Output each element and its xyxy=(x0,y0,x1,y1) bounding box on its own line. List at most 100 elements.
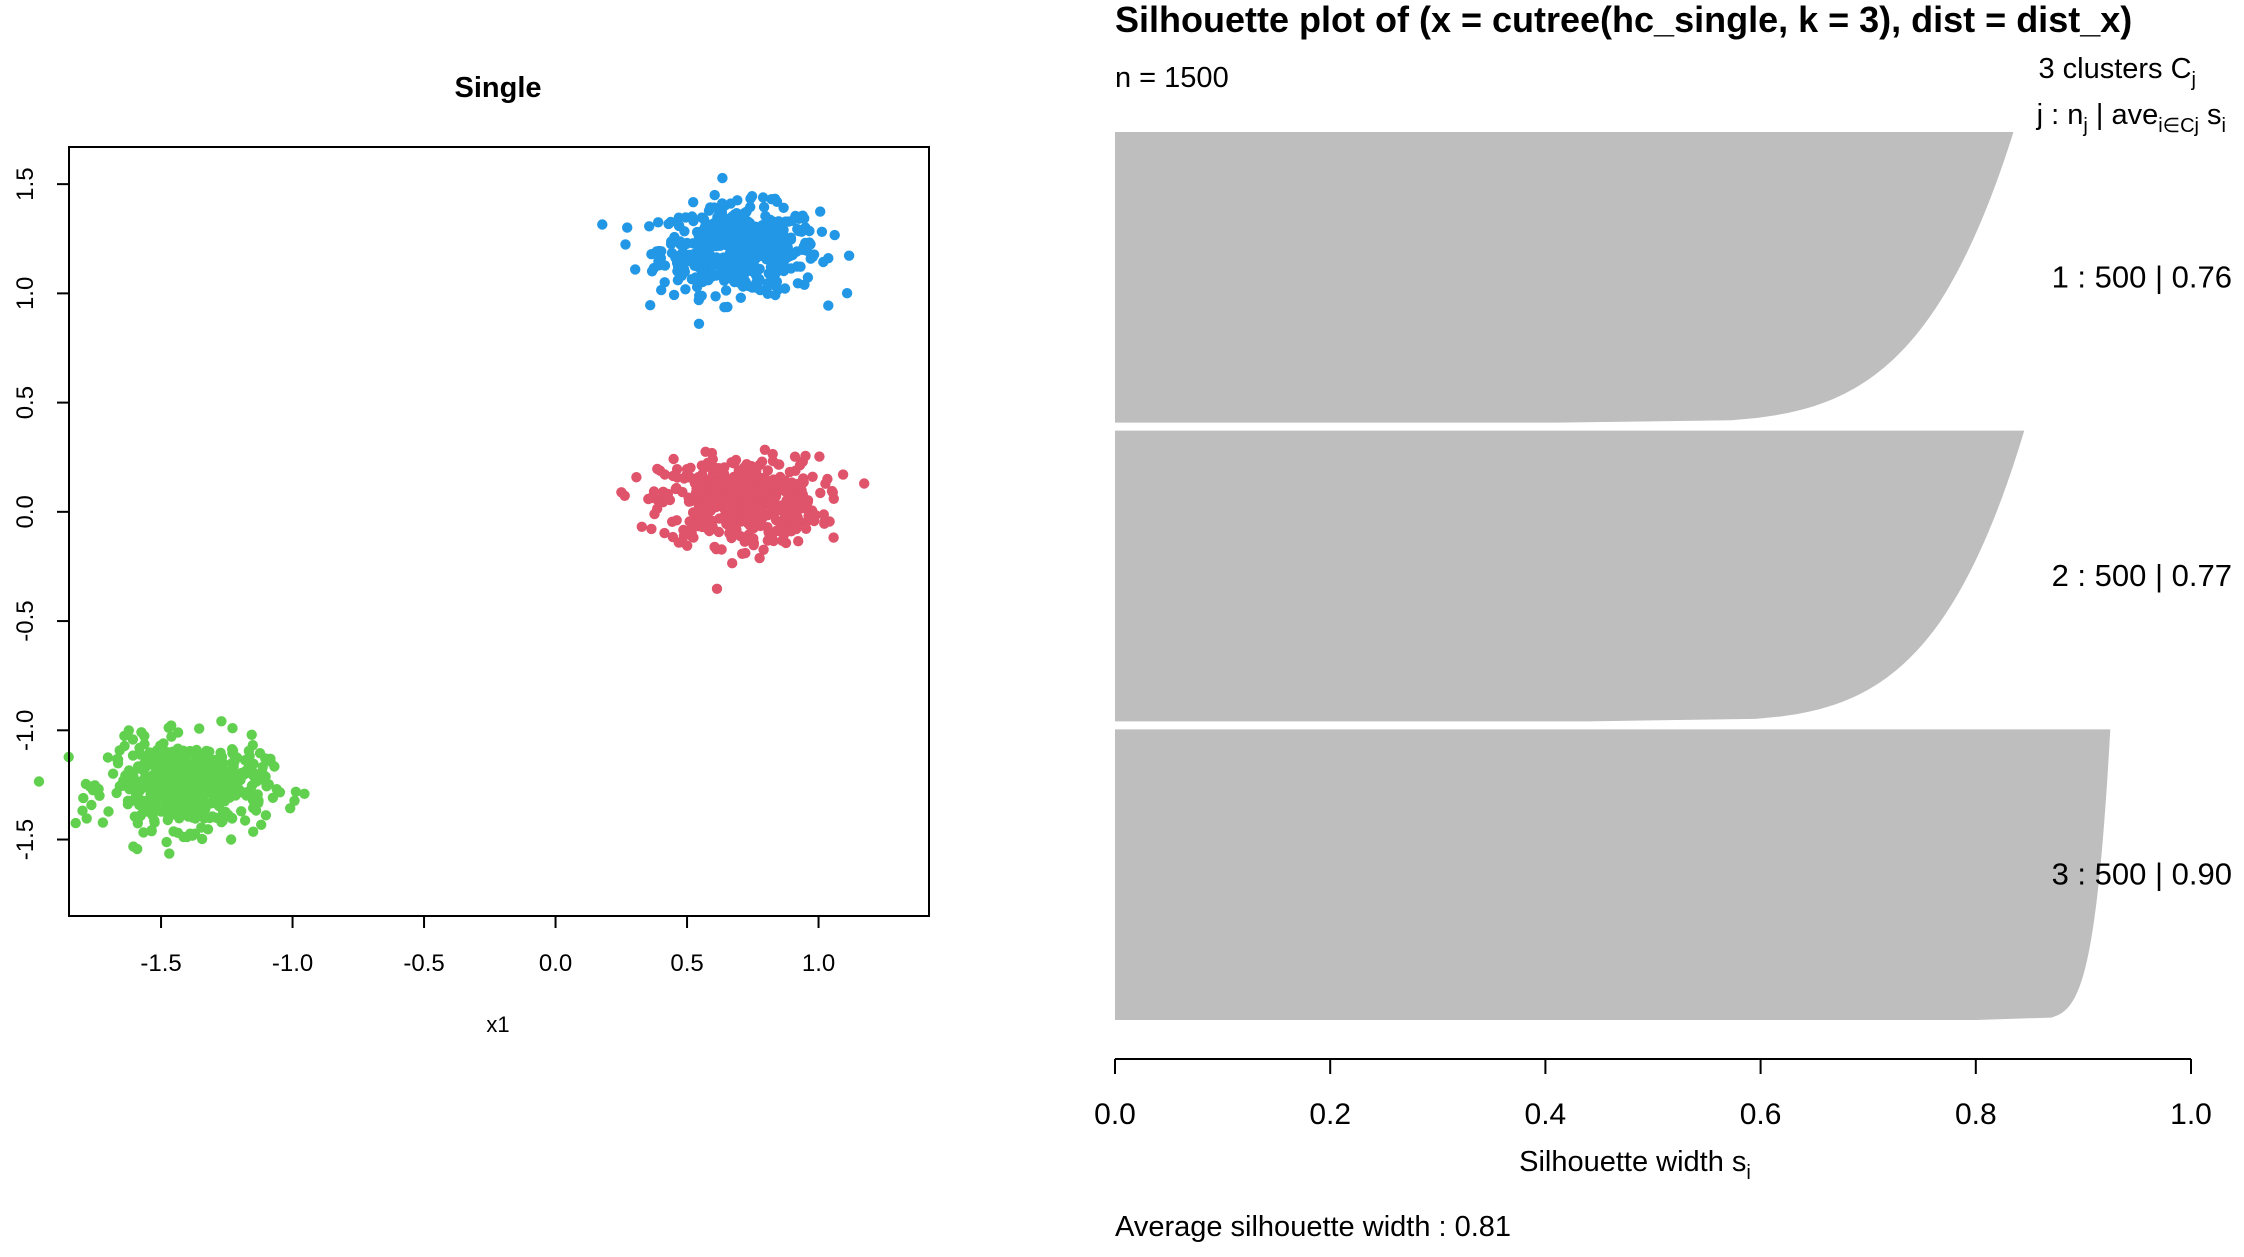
scatter-x-tick-label: 0.5 xyxy=(670,950,703,977)
scatter-point xyxy=(740,547,751,559)
scatter-point xyxy=(683,496,695,507)
scatter-point xyxy=(771,476,782,487)
scatter-point xyxy=(183,766,194,778)
scatter-point xyxy=(758,201,770,213)
scatter-point xyxy=(773,284,784,295)
scatter-point xyxy=(718,513,729,524)
scatter-point xyxy=(127,750,139,761)
scatter-y-tick-label: 1.5 xyxy=(12,167,39,200)
scatter-point xyxy=(713,526,725,538)
scatter-point xyxy=(616,487,627,498)
scatter-point xyxy=(720,285,732,296)
scatter-point xyxy=(739,221,750,233)
scatter-point xyxy=(134,742,145,754)
scatter-point xyxy=(751,282,762,293)
scatter-point xyxy=(78,792,89,804)
scatter-point xyxy=(816,226,828,237)
scatter-point xyxy=(823,253,834,264)
scatter-point xyxy=(173,783,184,795)
header-ave: | ave xyxy=(2088,99,2158,131)
scatter-point xyxy=(709,541,720,553)
scatter-point xyxy=(795,261,806,272)
scatter-point xyxy=(204,746,215,757)
silhouette-x-tick-label: 0.0 xyxy=(1094,1098,1136,1131)
scatter-point xyxy=(243,745,255,757)
scatter-point xyxy=(123,725,134,736)
scatter-point xyxy=(118,775,129,786)
scatter-point xyxy=(122,799,134,810)
scatter-point xyxy=(161,836,172,848)
scatter-point xyxy=(178,745,189,756)
scatter-point xyxy=(774,459,785,470)
scatter-point xyxy=(681,237,693,249)
scatter-point xyxy=(699,232,710,243)
scatter-point xyxy=(800,450,811,462)
scatter-point xyxy=(680,212,691,223)
scatter-point xyxy=(770,489,781,500)
scatter-x-tick-label: -1.5 xyxy=(140,950,181,977)
scatter-point xyxy=(717,198,728,209)
scatter-point xyxy=(778,482,790,494)
scatter-point xyxy=(693,500,705,512)
scatter-point xyxy=(129,811,140,822)
scatter-point xyxy=(256,819,267,830)
scatter-point xyxy=(691,281,703,293)
scatter-point xyxy=(204,812,215,824)
scatter-point xyxy=(677,486,688,498)
scatter-point xyxy=(671,257,683,269)
scatter-point xyxy=(802,496,813,508)
scatter-point xyxy=(212,790,223,801)
scatter-point xyxy=(720,228,731,239)
scatter-point xyxy=(717,269,728,280)
scatter-point xyxy=(228,761,239,772)
scatter-point xyxy=(671,515,682,526)
scatter-point xyxy=(754,552,765,564)
scatter-point xyxy=(706,267,718,279)
scatter-point xyxy=(728,271,740,282)
silhouette-column-header: j : nj | avei∈Cj si xyxy=(2036,99,2226,137)
scatter-point xyxy=(77,805,88,816)
scatter-point xyxy=(149,817,160,828)
silhouette-x-tick-label: 1.0 xyxy=(2170,1098,2212,1131)
scatter-y-tick-label: 0.0 xyxy=(12,495,39,528)
scatter-point xyxy=(859,478,870,489)
silhouette-cluster-1-label: 1 : 500 | 0.76 xyxy=(2052,259,2232,294)
scatter-point xyxy=(204,770,215,781)
scatter-point xyxy=(659,277,670,288)
silhouette-x-tick-label: 0.2 xyxy=(1309,1098,1351,1131)
scatter-point xyxy=(236,806,247,817)
scatter-point xyxy=(777,535,788,546)
scatter-point xyxy=(800,523,812,534)
scatter-point xyxy=(290,786,302,797)
scatter-point xyxy=(756,505,767,516)
scatter-point xyxy=(807,251,818,263)
scatter-point xyxy=(111,787,122,799)
scatter-point xyxy=(267,792,279,803)
scatter-point xyxy=(771,196,783,207)
scatter-point xyxy=(696,212,708,223)
scatter-point xyxy=(757,474,768,485)
scatter-point xyxy=(784,251,795,262)
scatter-point xyxy=(225,834,237,845)
scatter-point xyxy=(189,756,200,767)
scatter-point xyxy=(720,481,731,493)
scatter-point xyxy=(729,209,740,220)
scatter-point xyxy=(200,803,211,815)
scatter-point xyxy=(841,288,853,299)
scatter-point xyxy=(819,518,830,529)
scatter-point xyxy=(733,483,744,495)
scatter-point xyxy=(744,488,755,499)
scatter-point xyxy=(810,510,821,521)
scatter-point xyxy=(659,260,671,271)
scatter-point xyxy=(725,529,737,540)
scatter-point xyxy=(196,822,207,833)
scatter-y-tick-label: -1.5 xyxy=(12,819,39,860)
scatter-point xyxy=(80,778,92,790)
scatter-point xyxy=(747,242,758,253)
silhouette-cluster-labels: 1 : 500 | 0.76 2 : 500 | 0.77 3 : 500 | 0.… xyxy=(2052,259,2232,891)
scatter-point xyxy=(815,206,826,217)
scatter-point xyxy=(717,172,728,184)
scatter-point xyxy=(226,744,238,755)
scatter-point xyxy=(139,806,151,817)
scatter-x-axis: -1.5 -1.0 -0.5 0.0 0.5 1.0 xyxy=(140,915,835,977)
